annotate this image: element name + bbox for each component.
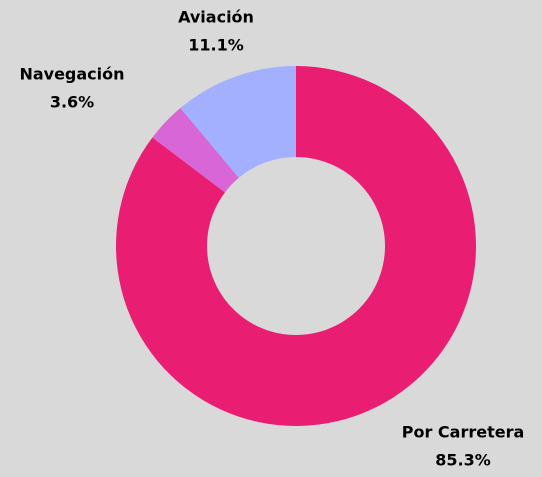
donut-slice: [152, 108, 239, 193]
slice-label: Por Carretera: [402, 423, 525, 442]
donut-slice: [116, 66, 477, 427]
slice-value-label: 3.6%: [50, 93, 94, 112]
slice-value-label: 11.1%: [188, 36, 244, 55]
slice-label: Navegación: [19, 65, 124, 84]
donut-slice: [180, 66, 296, 178]
slice-value-label: 85.3%: [435, 451, 491, 470]
slice-label: Aviación: [178, 8, 254, 27]
